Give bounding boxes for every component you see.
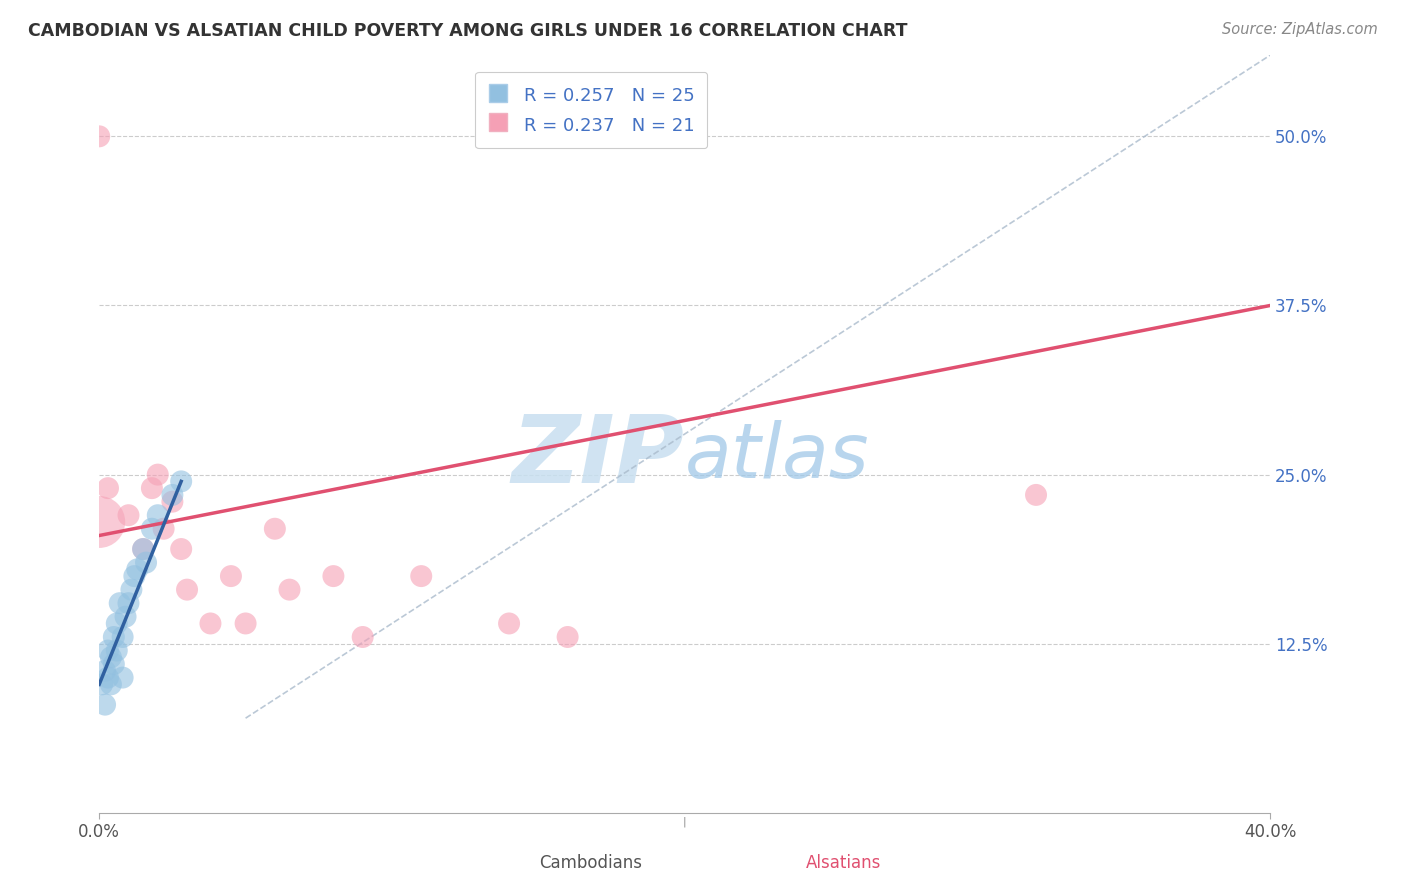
Text: ZIP: ZIP: [512, 410, 685, 503]
Text: Source: ZipAtlas.com: Source: ZipAtlas.com: [1222, 22, 1378, 37]
Point: [100, 677, 122, 691]
Point: [94, 698, 117, 712]
Point: [103, 630, 125, 644]
Point: [97, 481, 120, 495]
Point: [94, 664, 117, 678]
Point: [111, 671, 134, 685]
Point: [152, 522, 174, 536]
Point: [117, 508, 139, 523]
Point: [263, 522, 285, 536]
Point: [89, 129, 111, 144]
Point: [200, 616, 222, 631]
Point: [91, 677, 114, 691]
Point: [111, 630, 134, 644]
Point: [235, 616, 257, 631]
Point: [105, 643, 128, 657]
Text: |: |: [683, 817, 686, 827]
Point: [162, 488, 184, 502]
Point: [411, 569, 433, 583]
Legend: R = 0.257   N = 25, R = 0.237   N = 21: R = 0.257 N = 25, R = 0.237 N = 21: [475, 71, 707, 148]
Point: [108, 596, 131, 610]
Point: [498, 616, 520, 631]
Point: [97, 643, 120, 657]
Point: [124, 569, 146, 583]
Point: [127, 562, 149, 576]
Point: [278, 582, 301, 597]
Point: [322, 569, 344, 583]
Point: [117, 596, 139, 610]
Point: [132, 542, 155, 557]
Point: [97, 671, 120, 685]
Point: [141, 522, 163, 536]
Point: [135, 556, 157, 570]
Point: [162, 494, 184, 508]
Point: [103, 657, 125, 671]
Point: [170, 475, 193, 489]
Point: [105, 616, 128, 631]
Point: [146, 467, 169, 482]
Point: [114, 609, 136, 624]
Text: Cambodians: Cambodians: [538, 855, 643, 872]
Point: [89, 515, 111, 529]
Text: CAMBODIAN VS ALSATIAN CHILD POVERTY AMONG GIRLS UNDER 16 CORRELATION CHART: CAMBODIAN VS ALSATIAN CHILD POVERTY AMON…: [28, 22, 908, 40]
Point: [219, 569, 242, 583]
Point: [100, 650, 122, 665]
Point: [1025, 488, 1047, 502]
Point: [176, 582, 198, 597]
Point: [352, 630, 374, 644]
Text: atlas: atlas: [685, 420, 869, 494]
Point: [557, 630, 579, 644]
Point: [120, 582, 142, 597]
Point: [146, 508, 169, 523]
Point: [132, 542, 155, 557]
Point: [170, 542, 193, 557]
Text: Alsatians: Alsatians: [806, 855, 882, 872]
Point: [141, 481, 163, 495]
